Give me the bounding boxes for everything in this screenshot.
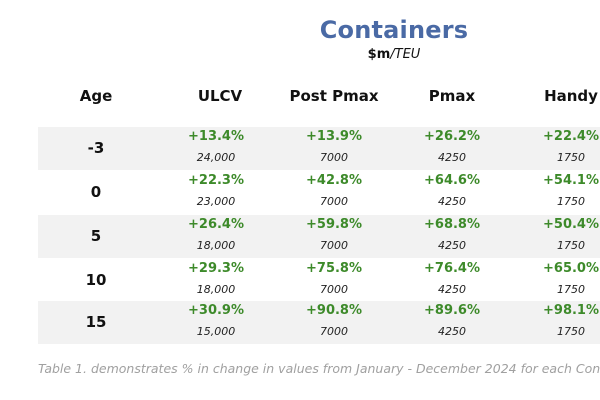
- percent-change: +42.8%: [306, 173, 362, 188]
- percent-change: +98.1%: [543, 303, 599, 318]
- percent-change: +54.1%: [543, 173, 599, 188]
- table-subtitle: $m/TEU: [0, 47, 600, 62]
- value-per-teu: 1750: [557, 195, 585, 208]
- value-per-teu: 1750: [557, 283, 585, 296]
- value-cell: +22.3% 23,000: [176, 173, 256, 209]
- age-cell: 0: [90, 183, 102, 201]
- value-per-teu: 4250: [438, 195, 466, 208]
- percent-change: +50.4%: [543, 217, 599, 232]
- percent-change: +30.9%: [188, 303, 244, 318]
- header-age: Age: [79, 87, 113, 105]
- subtitle-per-teu: /TEU: [390, 47, 421, 62]
- header-pmax: Pmax: [428, 87, 476, 105]
- value-per-teu: 7000: [320, 325, 348, 338]
- value-per-teu: 7000: [320, 283, 348, 296]
- percent-change: +26.2%: [424, 129, 480, 144]
- value-per-teu: 7000: [320, 151, 348, 164]
- subtitle-unit: $m: [367, 47, 391, 62]
- value-cell: +26.2% 4250: [412, 129, 492, 165]
- percent-change: +64.6%: [424, 173, 480, 188]
- percent-change: +89.6%: [424, 303, 480, 318]
- percent-change: +65.0%: [543, 261, 599, 276]
- value-per-teu: 4250: [438, 325, 466, 338]
- value-per-teu: 24,000: [196, 151, 236, 164]
- value-per-teu: 4250: [438, 151, 466, 164]
- value-cell: +75.8% 7000: [294, 261, 374, 297]
- value-per-teu: 4250: [438, 283, 466, 296]
- value-cell: +42.8% 7000: [294, 173, 374, 209]
- percent-change: +76.4%: [424, 261, 480, 276]
- header-ulcv: ULCV: [197, 87, 243, 105]
- value-cell: +65.0% 1750: [531, 261, 600, 297]
- age-cell: 5: [90, 227, 102, 245]
- value-per-teu: 4250: [438, 239, 466, 252]
- value-cell: +26.4% 18,000: [176, 217, 256, 253]
- value-cell: +64.6% 4250: [412, 173, 492, 209]
- value-cell: +22.4% 1750: [531, 129, 600, 165]
- value-per-teu: 7000: [320, 239, 348, 252]
- value-cell: +54.1% 1750: [531, 173, 600, 209]
- percent-change: +90.8%: [306, 303, 362, 318]
- value-cell: +50.4% 1750: [531, 217, 600, 253]
- value-per-teu: 23,000: [196, 195, 236, 208]
- percent-change: +13.9%: [306, 129, 362, 144]
- percent-change: +59.8%: [306, 217, 362, 232]
- value-per-teu: 1750: [557, 239, 585, 252]
- percent-change: +22.4%: [543, 129, 599, 144]
- percent-change: +75.8%: [306, 261, 362, 276]
- value-cell: +13.9% 7000: [294, 129, 374, 165]
- age-cell: -3: [87, 139, 105, 157]
- value-cell: +90.8% 7000: [294, 303, 374, 339]
- percent-change: +29.3%: [188, 261, 244, 276]
- header-handy: Handy: [544, 87, 598, 105]
- value-per-teu: 18,000: [196, 239, 236, 252]
- age-cell: 15: [85, 313, 107, 331]
- value-cell: +29.3% 18,000: [176, 261, 256, 297]
- age-cell: 10: [85, 271, 107, 289]
- row-band: [38, 215, 600, 258]
- percent-change: +26.4%: [188, 217, 244, 232]
- table-title: Containers: [319, 16, 469, 44]
- value-cell: +98.1% 1750: [531, 303, 600, 339]
- row-band: [38, 127, 600, 170]
- value-per-teu: 1750: [557, 325, 585, 338]
- value-cell: +68.8% 4250: [412, 217, 492, 253]
- value-cell: +59.8% 7000: [294, 217, 374, 253]
- row-band: [38, 301, 600, 344]
- header-post-pmax: Post Pmax: [289, 87, 379, 105]
- value-cell: +76.4% 4250: [412, 261, 492, 297]
- value-per-teu: 15,000: [196, 325, 236, 338]
- table-caption: Table 1. demonstrates % in change in val…: [38, 361, 600, 376]
- percent-change: +22.3%: [188, 173, 244, 188]
- percent-change: +13.4%: [188, 129, 244, 144]
- value-per-teu: 18,000: [196, 283, 236, 296]
- value-per-teu: 7000: [320, 195, 348, 208]
- value-per-teu: 1750: [557, 151, 585, 164]
- value-cell: +89.6% 4250: [412, 303, 492, 339]
- value-cell: +30.9% 15,000: [176, 303, 256, 339]
- percent-change: +68.8%: [424, 217, 480, 232]
- value-cell: +13.4% 24,000: [176, 129, 256, 165]
